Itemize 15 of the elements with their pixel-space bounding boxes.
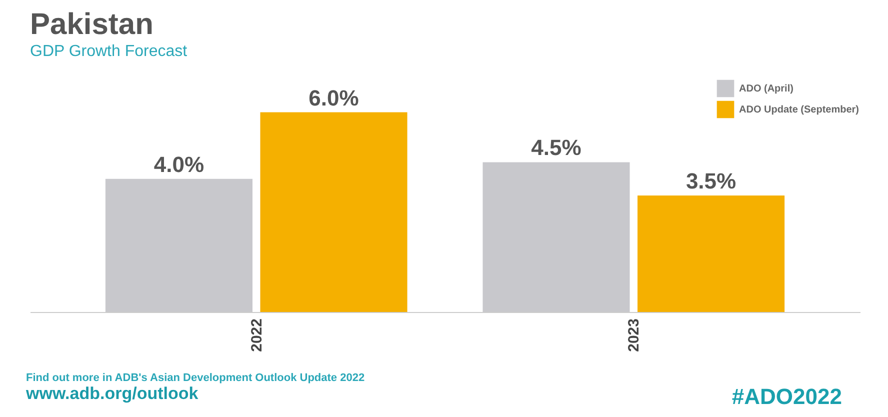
legend-label: ADO (April) [739,84,794,94]
x-tick-label: 2022 [248,318,266,352]
bar [260,112,408,312]
data-label: 3.5% [686,168,736,194]
chart-title: Pakistan [30,8,154,41]
data-label: 4.5% [531,135,582,160]
text: Find out more in ADB's Asian Development Outlook Update 2022 [26,372,366,384]
text: www.adb.org/outlook [26,384,198,403]
x-tick-label: 2023 [626,318,643,352]
data-label: 4.0% [154,152,204,177]
data-label: 6.0% [308,85,359,110]
text: #ADO2022 [732,384,842,410]
legend-label: ADO Update (September) [739,104,860,116]
chart-subtitle: GDP Growth Forecast [30,43,188,60]
bar [638,196,785,312]
